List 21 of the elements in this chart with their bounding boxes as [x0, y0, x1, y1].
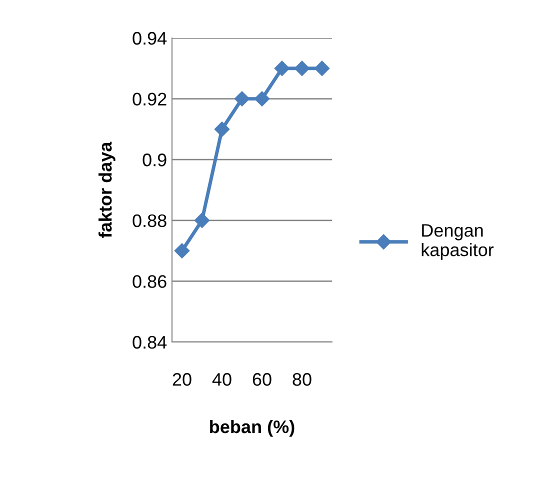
- point: [194, 212, 210, 228]
- x-tick-label: 20: [172, 373, 192, 386]
- point: [174, 243, 190, 258]
- point: [234, 91, 250, 106]
- y-tick-label: 0.86: [132, 275, 166, 288]
- y-tick-label: 0.84: [132, 336, 167, 349]
- y-tick-label: 0.92: [132, 92, 166, 106]
- point: [314, 60, 330, 76]
- y-tick-label: 0.9: [142, 154, 166, 166]
- point: [274, 60, 290, 76]
- y-tick-label: 0.88: [132, 214, 166, 228]
- x-tick-label: 40: [212, 373, 232, 386]
- y-axis-title: faktor daya: [98, 142, 116, 238]
- point: [214, 122, 230, 137]
- point: [294, 60, 310, 76]
- y-tick-label: 0.94: [132, 32, 167, 45]
- point: [254, 91, 270, 106]
- x-tick-label: 80: [292, 373, 312, 386]
- x-tick-label: 60: [252, 373, 272, 386]
- legend-label: Dengan kapasitor: [422, 224, 494, 260]
- x-axis-title: beban (%): [210, 420, 294, 437]
